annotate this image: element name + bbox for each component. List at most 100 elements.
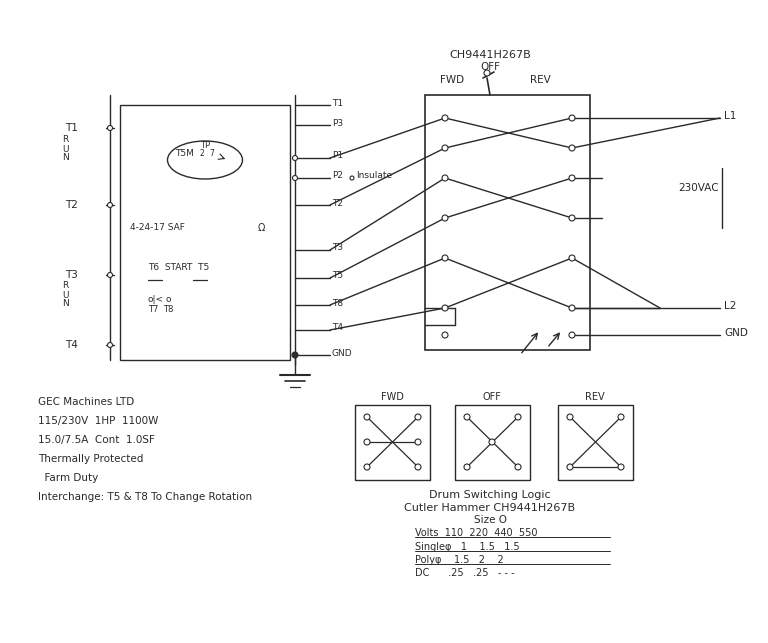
Text: T6  START  T5: T6 START T5 (148, 264, 209, 273)
Text: T5M: T5M (175, 150, 194, 159)
Circle shape (569, 115, 575, 121)
Circle shape (618, 464, 624, 470)
Text: T8: T8 (163, 305, 174, 314)
Circle shape (442, 175, 448, 181)
Circle shape (567, 464, 573, 470)
Circle shape (569, 215, 575, 221)
Bar (455, 405, 530, 480)
Text: Farm Duty: Farm Duty (38, 473, 98, 483)
Text: P2: P2 (332, 172, 343, 181)
Circle shape (364, 439, 370, 445)
Text: U: U (62, 145, 68, 154)
Text: T3: T3 (65, 270, 78, 280)
Text: T3: T3 (332, 244, 343, 253)
Text: N: N (62, 154, 69, 163)
Text: 2: 2 (199, 150, 204, 159)
Text: REV: REV (530, 75, 551, 85)
Text: Ω: Ω (258, 223, 266, 233)
Circle shape (442, 145, 448, 151)
Text: o: o (165, 296, 170, 305)
Text: 115/230V  1HP  1100W: 115/230V 1HP 1100W (38, 416, 158, 426)
Circle shape (442, 255, 448, 261)
Text: TP: TP (200, 141, 210, 150)
Circle shape (108, 125, 112, 131)
Text: OFF: OFF (480, 62, 500, 72)
Text: L1: L1 (724, 111, 737, 121)
Circle shape (442, 305, 448, 311)
Circle shape (442, 215, 448, 221)
Text: T1: T1 (65, 123, 78, 133)
Circle shape (364, 414, 370, 420)
Circle shape (464, 414, 470, 420)
Text: 4-24-17 SAF: 4-24-17 SAF (130, 224, 185, 233)
Text: T7: T7 (148, 305, 158, 314)
Text: L2: L2 (724, 301, 737, 311)
Text: CH9441H267B: CH9441H267B (449, 50, 531, 60)
Circle shape (364, 464, 370, 470)
Circle shape (292, 352, 298, 358)
Circle shape (293, 156, 297, 161)
Text: P1: P1 (332, 152, 343, 161)
Text: Interchange: T5 & T8 To Change Rotation: Interchange: T5 & T8 To Change Rotation (38, 492, 252, 502)
Text: T2: T2 (65, 200, 78, 210)
Circle shape (567, 414, 573, 420)
Text: Thermally Protected: Thermally Protected (38, 454, 144, 464)
Text: Polyφ    1.5   2    2: Polyφ 1.5 2 2 (415, 555, 504, 565)
Circle shape (515, 464, 521, 470)
Text: Drum Switching Logic: Drum Switching Logic (429, 490, 551, 500)
Bar (425, 95, 590, 350)
Text: REV: REV (585, 392, 605, 402)
Circle shape (489, 439, 495, 445)
Circle shape (442, 115, 448, 121)
Circle shape (108, 343, 112, 347)
Text: T2: T2 (332, 199, 343, 208)
Text: R: R (62, 282, 68, 291)
Text: o|<: o|< (148, 296, 164, 305)
Circle shape (442, 332, 448, 338)
Text: 15.0/7.5A  Cont  1.0SF: 15.0/7.5A Cont 1.0SF (38, 435, 155, 445)
Circle shape (293, 176, 297, 181)
Text: U: U (62, 291, 68, 300)
Text: Cutler Hammer CH9441H267B: Cutler Hammer CH9441H267B (405, 503, 575, 513)
Text: Singleφ   1    1.5   1.5: Singleφ 1 1.5 1.5 (415, 542, 520, 552)
Circle shape (569, 332, 575, 338)
Circle shape (415, 439, 421, 445)
Text: FWD: FWD (381, 392, 403, 402)
Text: Size O: Size O (474, 515, 507, 525)
Circle shape (108, 203, 112, 208)
Circle shape (464, 464, 470, 470)
Text: R: R (62, 136, 68, 145)
Ellipse shape (167, 141, 243, 179)
Circle shape (108, 273, 112, 278)
Text: Insulate: Insulate (356, 172, 392, 181)
Text: DC      .25   .25   - - -: DC .25 .25 - - - (415, 568, 515, 578)
Circle shape (484, 70, 490, 76)
Bar (120, 105, 290, 360)
Circle shape (415, 464, 421, 470)
Bar (558, 405, 633, 480)
Text: T1: T1 (332, 98, 343, 107)
Circle shape (515, 414, 521, 420)
Circle shape (569, 305, 575, 311)
Text: N: N (62, 300, 69, 309)
Circle shape (415, 414, 421, 420)
Text: GEC Machines LTD: GEC Machines LTD (38, 397, 134, 407)
Text: GND: GND (332, 349, 353, 358)
Bar (355, 405, 430, 480)
Text: OFF: OFF (482, 392, 502, 402)
Circle shape (350, 176, 354, 180)
Text: 7: 7 (209, 150, 214, 159)
Text: GND: GND (724, 328, 748, 338)
Text: FWD: FWD (440, 75, 464, 85)
Circle shape (569, 175, 575, 181)
Text: Volts  110  220  440  550: Volts 110 220 440 550 (415, 528, 538, 538)
Text: T5: T5 (332, 271, 343, 280)
Text: T8: T8 (332, 298, 343, 307)
Text: T4: T4 (332, 323, 343, 332)
Circle shape (569, 145, 575, 151)
Circle shape (618, 414, 624, 420)
Text: P3: P3 (332, 118, 343, 127)
Circle shape (569, 255, 575, 261)
Text: 230VAC: 230VAC (678, 183, 719, 193)
Text: T4: T4 (65, 340, 78, 350)
